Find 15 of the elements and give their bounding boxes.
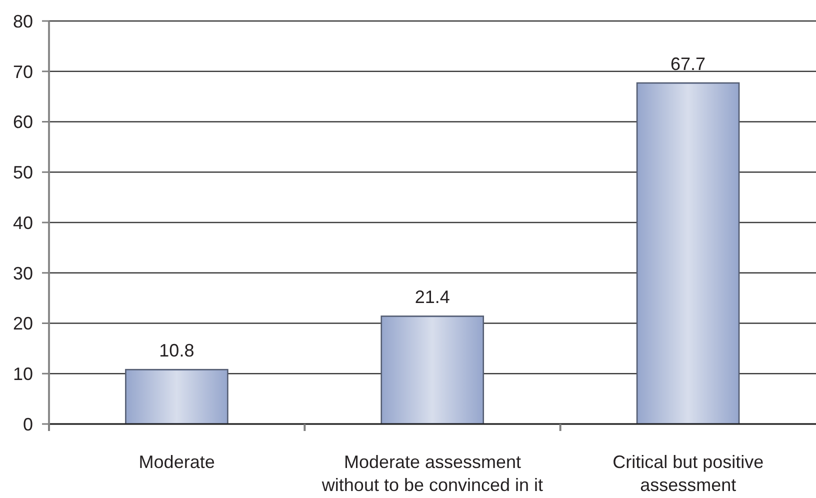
y-tick-label: 60 xyxy=(12,112,33,132)
data-label: 10.8 xyxy=(159,340,194,361)
y-tick-label: 30 xyxy=(12,263,33,284)
y-tick-label: 80 xyxy=(12,11,33,32)
y-tick-label: 20 xyxy=(12,314,33,334)
y-tick-label: 0 xyxy=(22,414,33,434)
y-tick-label: 40 xyxy=(12,212,33,233)
y-tick-label: 10 xyxy=(12,364,33,384)
data-label: 67.7 xyxy=(670,54,706,74)
x-tick-label: Moderate xyxy=(138,452,215,472)
x-tick-label: Moderate assessment without to be convinced in it xyxy=(320,452,544,495)
x-tick-label: Critical but positive assessment xyxy=(612,452,764,495)
y-tick-label: 70 xyxy=(12,62,33,82)
y-tick-label: 50 xyxy=(12,162,33,183)
data-label: 21.4 xyxy=(414,287,450,308)
